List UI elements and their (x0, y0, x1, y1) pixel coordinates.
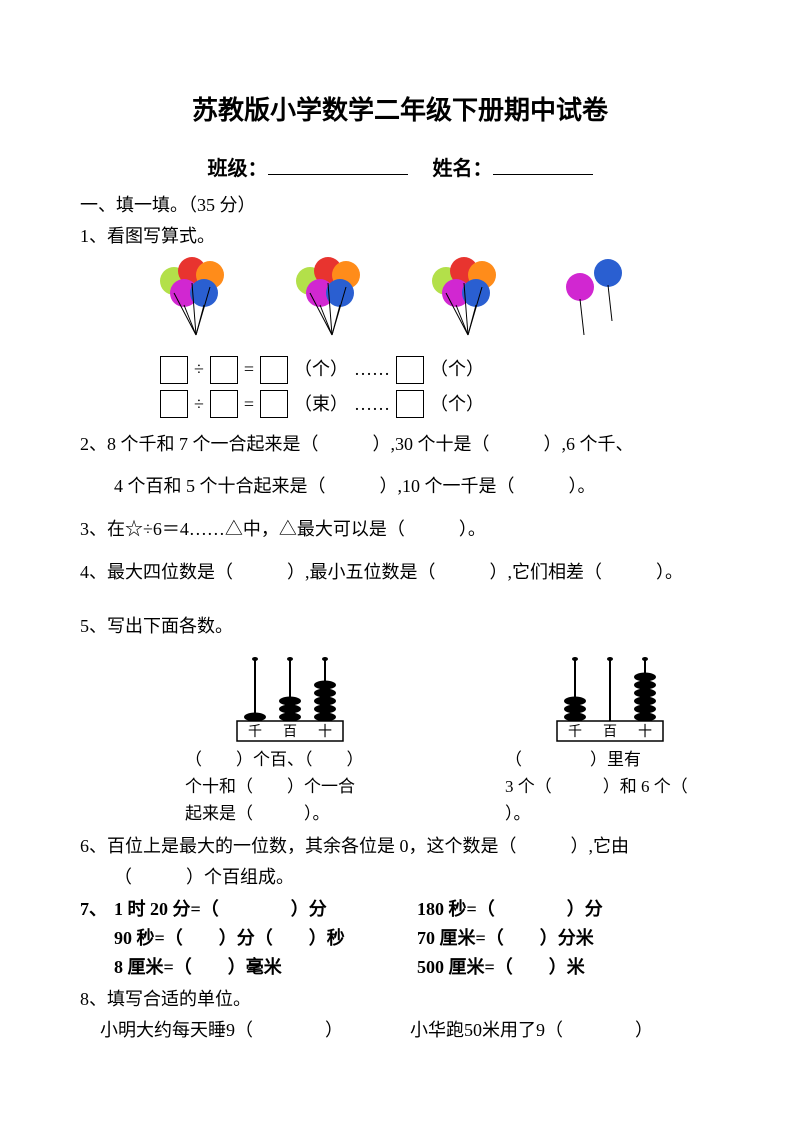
q7-num: 7、 (80, 895, 114, 981)
q2-line1: 2、8 个千和 7 个一合起来是（ ）,30 个十是（ ）,6 个千、 (80, 425, 720, 465)
q7-right-1: 70 厘米=（ ）分米 (417, 924, 720, 953)
q6-line1: 6、百位上是最大的一位数，其余各位是 0，这个数是（ ）,它由 (80, 832, 720, 861)
q8-right: 小华跑50米用了9（ ） (410, 1016, 720, 1045)
name-label: 姓名： (433, 158, 493, 180)
op-divide: ÷ (194, 390, 204, 419)
svg-text:百: 百 (283, 724, 297, 740)
q5-label: 5、写出下面各数。 (80, 612, 720, 641)
blank-box[interactable] (396, 356, 424, 384)
q2-line2: 4 个百和 5 个十合起来是（ ）,10 个一千是（ ）。 (80, 467, 720, 507)
dots: …… (354, 355, 390, 384)
q1-eq2: ÷ = （束） …… （个） (80, 390, 720, 419)
q5-right-t3: ）。 (505, 800, 715, 827)
q7-right-0: 180 秒=（ ）分 (417, 895, 720, 924)
q1-label: 1、看图写算式。 (80, 222, 720, 251)
dots: …… (354, 390, 390, 419)
q4: 4、最大四位数是（ ）,最小五位数是（ ）,它们相差（ ）。 (80, 553, 720, 593)
q8-row: 小明大约每天睡9（ ） 小华跑50米用了9（ ） (80, 1016, 720, 1045)
svg-text:千: 千 (248, 724, 262, 740)
info-line: 班级： 姓名： (80, 152, 720, 185)
op-equals: = (244, 390, 254, 419)
abacus-icon: 千百十 (545, 651, 675, 746)
q7-left-0: 1 时 20 分=（ ）分 (114, 895, 417, 924)
balloon-pair-icon (558, 257, 638, 347)
unit: （个） (430, 390, 484, 419)
blank-box[interactable] (260, 356, 288, 384)
op-equals: = (244, 355, 254, 384)
page-title: 苏教版小学数学二年级下册期中试卷 (80, 90, 720, 132)
abacus-icon: 千百十 (225, 651, 355, 746)
q7: 7、 1 时 20 分=（ ）分 90 秒=（ ）分（ ）秒 8 厘米=（ ）毫… (80, 895, 720, 981)
q1-eq1: ÷ = （个） …… （个） (80, 355, 720, 384)
blank-box[interactable] (396, 390, 424, 418)
q7-left-1: 90 秒=（ ）分（ ）秒 (114, 924, 417, 953)
q5-right-t1: （ ）里有 (505, 746, 715, 773)
svg-text:百: 百 (603, 724, 617, 740)
svg-text:十: 十 (638, 724, 652, 740)
svg-text:千: 千 (568, 724, 582, 740)
balloon-bunch-icon (286, 257, 386, 347)
blank-box[interactable] (160, 390, 188, 418)
op-divide: ÷ (194, 355, 204, 384)
section-1-head: 一、填一填。（35 分） (80, 191, 720, 220)
balloon-bunch-icon (150, 257, 250, 347)
blank-box[interactable] (160, 356, 188, 384)
unit: （束） (294, 390, 348, 419)
class-label: 班级： (208, 158, 268, 180)
q7-left-2: 8 厘米=（ ）毫米 (114, 953, 417, 982)
q5-left-t2: 个十和（ ）个一合 (185, 773, 395, 800)
q8-label: 8、填写合适的单位。 (80, 985, 720, 1014)
q5-left-t3: 起来是（ ）。 (185, 800, 395, 827)
class-blank[interactable] (268, 152, 408, 175)
blank-box[interactable] (210, 390, 238, 418)
abacus-row: 千 百 十 （ ）个百、（ ） 个十和（ ）个一合 起来是（ ）。 千 百 十 （ ）里… (80, 651, 720, 828)
q7-right-2: 500 厘米=（ ）米 (417, 953, 720, 982)
q8-left: 小明大约每天睡9（ ） (80, 1016, 410, 1045)
balloon-row (80, 257, 720, 347)
q5-right-t2: 3 个（ ）和 6 个（ (505, 773, 715, 800)
q6-line2: （ ）个百组成。 (80, 863, 720, 892)
blank-box[interactable] (260, 390, 288, 418)
balloon-bunch-icon (422, 257, 522, 347)
q3: 3、在☆÷6＝4……△中，△最大可以是（ ）。 (80, 510, 720, 550)
svg-text:十: 十 (318, 724, 332, 740)
blank-box[interactable] (210, 356, 238, 384)
q5-left-t1: （ ）个百、（ ） (185, 746, 395, 773)
name-blank[interactable] (493, 152, 593, 175)
unit: （个） (430, 355, 484, 384)
unit: （个） (294, 355, 348, 384)
